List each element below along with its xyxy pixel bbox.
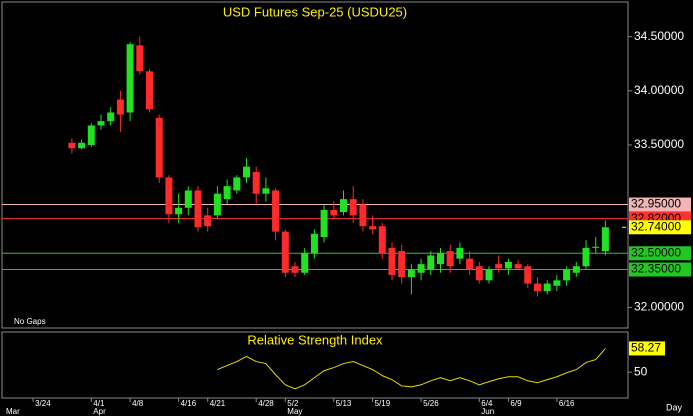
- y-tick-label: 32.00000: [634, 300, 684, 314]
- annotation: No Gaps: [14, 317, 46, 326]
- candle-body: [291, 266, 299, 273]
- candle-body: [514, 264, 522, 269]
- candle-body: [349, 199, 357, 216]
- candle-body: [252, 172, 260, 194]
- rsi-last-label: 58.27: [631, 341, 661, 355]
- rsi-line: [217, 348, 606, 390]
- x-tick-label: 5/2: [287, 399, 299, 408]
- candle-body: [301, 253, 309, 273]
- x-tick-label: 4/1: [93, 399, 105, 408]
- candle-body: [417, 264, 425, 273]
- x-tick-label: 5/13: [336, 399, 352, 408]
- candle-body: [553, 280, 561, 286]
- candle-body: [262, 188, 270, 194]
- candle-body: [97, 121, 105, 126]
- x-tick-label: 5/19: [375, 399, 391, 408]
- last-price-label: 32.74000: [631, 219, 681, 233]
- candle-body: [475, 266, 483, 281]
- candle-body: [359, 204, 367, 227]
- candle-body: [407, 269, 415, 278]
- candle-body: [272, 190, 280, 232]
- month-label: Jun: [481, 407, 494, 416]
- candle-body: [456, 247, 464, 259]
- candle-body: [534, 283, 541, 292]
- candle-body: [126, 44, 134, 113]
- candle-body: [369, 226, 377, 230]
- rsi-last-box: [629, 341, 665, 356]
- candle-body: [427, 255, 435, 270]
- candle-body: [495, 264, 503, 269]
- x-tick-label: 4/28: [258, 399, 274, 408]
- candle-body: [155, 117, 163, 178]
- level-label: 32.95000: [631, 197, 681, 211]
- y-tick-label: 34.50000: [634, 29, 684, 43]
- candle-body: [184, 190, 192, 208]
- candle-body: [107, 112, 115, 122]
- month-label: May: [287, 407, 302, 416]
- candle-body: [572, 266, 580, 273]
- candle-body: [310, 233, 318, 254]
- candle-body: [136, 45, 144, 72]
- candle-body: [388, 247, 396, 275]
- month-label: Mar: [6, 407, 20, 416]
- rsi-title: Relative Strength Index: [247, 332, 383, 347]
- candle-body: [330, 209, 338, 216]
- candle-body: [504, 261, 512, 269]
- price-panel: [1, 1, 629, 329]
- candle-body: [194, 190, 202, 228]
- candle-body: [543, 283, 551, 292]
- level-label: 32.35000: [631, 262, 681, 276]
- chart-title: USD Futures Sep-25 (USDU25): [223, 4, 407, 19]
- level-box: [629, 197, 691, 212]
- period-label: Day: [666, 402, 683, 412]
- candle-body: [281, 231, 289, 273]
- candle-body: [563, 269, 571, 281]
- x-tick-label: 4/16: [181, 399, 197, 408]
- x-tick-label: 6/4: [481, 399, 493, 408]
- candle-body: [223, 186, 231, 200]
- candle-body: [378, 226, 386, 254]
- candle-body: [485, 269, 493, 281]
- candle-body: [340, 199, 347, 213]
- x-tick-label: 4/8: [132, 399, 144, 408]
- candle-body: [398, 251, 406, 278]
- level-label: 32.50000: [631, 245, 681, 259]
- rsi-y-tick-label: 50: [634, 364, 648, 378]
- rsi-panel: [1, 331, 629, 399]
- candle-body: [68, 142, 76, 149]
- x-tick-label: 5/26: [423, 399, 439, 408]
- candle-body: [213, 193, 221, 216]
- x-tick-label: 3/24: [35, 399, 51, 408]
- candle-body: [175, 207, 183, 215]
- candle-body: [165, 177, 173, 215]
- x-tick-label: 6/9: [510, 399, 522, 408]
- candle-body: [582, 247, 590, 267]
- candle-body: [146, 71, 153, 110]
- x-tick-label: 6/16: [559, 399, 575, 408]
- level-box: [629, 262, 691, 277]
- candle-body: [233, 177, 241, 191]
- last-price-box: [629, 220, 691, 235]
- candle-body: [116, 99, 124, 115]
- y-tick-label: 33.50000: [634, 137, 684, 151]
- candle-body: [446, 251, 454, 267]
- x-tick-label: 4/21: [210, 399, 226, 408]
- month-label: Apr: [93, 407, 106, 416]
- candle-body: [592, 246, 600, 248]
- candle-body: [601, 227, 609, 252]
- level-box: [629, 246, 691, 261]
- candle-body: [243, 166, 250, 178]
- candle-body: [524, 266, 532, 284]
- candle-body: [437, 253, 444, 265]
- candle-body: [78, 142, 86, 149]
- y-tick-label: 34.00000: [634, 83, 684, 97]
- candle-body: [320, 209, 328, 238]
- candle-body: [204, 215, 212, 227]
- candle-body: [87, 125, 95, 145]
- candle-body: [466, 258, 474, 270]
